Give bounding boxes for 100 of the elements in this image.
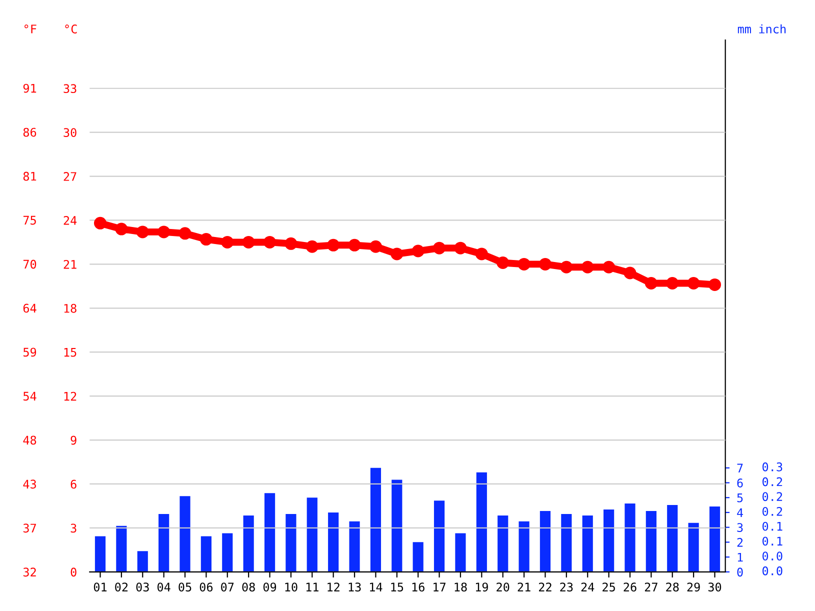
y3-tick-label: 2 (737, 538, 743, 547)
x-tick-label: 12 (328, 582, 340, 592)
x-tick-label: 03 (136, 582, 149, 592)
x-tick-label: 23 (560, 582, 573, 592)
text: 0.2 (762, 492, 782, 502)
x-tick-label: 27 (644, 582, 658, 592)
y3-tick-label: 4 (737, 508, 744, 517)
y3-axis-title: mm (738, 26, 751, 34)
point (264, 236, 276, 248)
x-tick-label: 19 (476, 582, 488, 592)
y-tick-label: 18 (64, 304, 76, 313)
bar (604, 509, 614, 572)
x-tick-label: 11 (306, 582, 318, 592)
x-tick-label: 26 (624, 582, 636, 592)
bar (434, 500, 445, 572)
y2-tick-label: 86 (23, 128, 36, 137)
x-tick-label: 13 (348, 582, 361, 592)
x-tick-label: 02 (115, 582, 128, 592)
bar (137, 551, 148, 572)
y2-tick-label: 43 (23, 480, 36, 489)
y3-tick-label: 5 (737, 494, 743, 502)
bar (455, 533, 466, 572)
y2-tick-label: 75 (23, 216, 36, 225)
x-tick-label: 16 (412, 582, 424, 592)
bar (286, 514, 296, 572)
point (412, 244, 424, 258)
bar (370, 468, 382, 572)
bar (264, 493, 276, 572)
text: 0.0 (762, 552, 782, 560)
y2-tick-label: 59 (23, 348, 36, 357)
bar (412, 542, 424, 572)
bar (688, 522, 699, 572)
point (666, 276, 679, 290)
x-tick-label: 20 (496, 582, 510, 592)
point (115, 222, 128, 236)
y-tick-label: 15 (64, 348, 76, 357)
x-tick-label: 06 (200, 582, 213, 592)
x-tick-label: 07 (221, 582, 234, 592)
y-tick-label: 6 (70, 480, 76, 489)
x-tick-label: 18 (454, 582, 467, 592)
bar (200, 536, 212, 572)
text: inch (759, 24, 786, 34)
point (581, 260, 594, 274)
y3-tick-label: 6 (737, 478, 743, 488)
bar (646, 510, 656, 572)
point (369, 240, 382, 253)
y-tick-label: 27 (64, 172, 76, 181)
x-tick-label: 09 (263, 582, 276, 592)
point (200, 233, 212, 246)
point (496, 256, 510, 269)
y2-tick-label: 81 (23, 172, 36, 181)
bar (540, 510, 551, 572)
y3-tick-label: 1 (738, 552, 743, 562)
y-axis-title: °C (65, 24, 77, 34)
y2-tick-label: 54 (23, 392, 36, 401)
point (390, 248, 404, 260)
x-tick-label: 29 (687, 582, 700, 592)
y2-tick-label: 64 (23, 304, 36, 313)
text: 0.3 (762, 462, 782, 472)
x-tick-label: 17 (434, 582, 446, 592)
point (560, 260, 573, 274)
bar (624, 504, 636, 572)
point (284, 237, 298, 250)
bar (116, 526, 127, 572)
x-tick-label: 22 (539, 582, 552, 592)
x-tick-label: 30 (708, 582, 722, 592)
x-tick-label: 08 (242, 582, 255, 592)
point (94, 216, 106, 230)
bar (561, 514, 572, 572)
bar (476, 472, 487, 572)
x-tick-label: 21 (518, 582, 530, 592)
point (158, 226, 170, 238)
point (306, 240, 318, 253)
x-tick-label: 25 (602, 582, 615, 592)
y-tick-label: 3 (70, 524, 76, 533)
y3-tick-label: 0 (737, 568, 743, 577)
point (518, 258, 530, 270)
bar (498, 515, 508, 572)
point (687, 276, 700, 290)
x-tick-label: 15 (391, 582, 404, 592)
y2-tick-label: 91 (23, 84, 36, 93)
y-tick-label: 33 (64, 84, 76, 94)
y2-tick-label: 32 (23, 568, 36, 577)
point (602, 260, 616, 274)
y2-tick-label: 70 (23, 260, 36, 269)
text: 0.1 (762, 536, 782, 546)
point (644, 276, 658, 290)
point (454, 242, 467, 254)
bar (306, 498, 318, 572)
bar (328, 512, 339, 572)
point (221, 236, 234, 248)
bar (243, 515, 254, 572)
point (178, 227, 192, 240)
y2-axis-title: °F (24, 24, 36, 34)
y3-tick-label: 7 (737, 464, 743, 472)
point (475, 248, 488, 260)
point (538, 258, 552, 270)
y-tick-label: 12 (64, 392, 76, 401)
bar (222, 533, 233, 572)
point (327, 238, 340, 252)
